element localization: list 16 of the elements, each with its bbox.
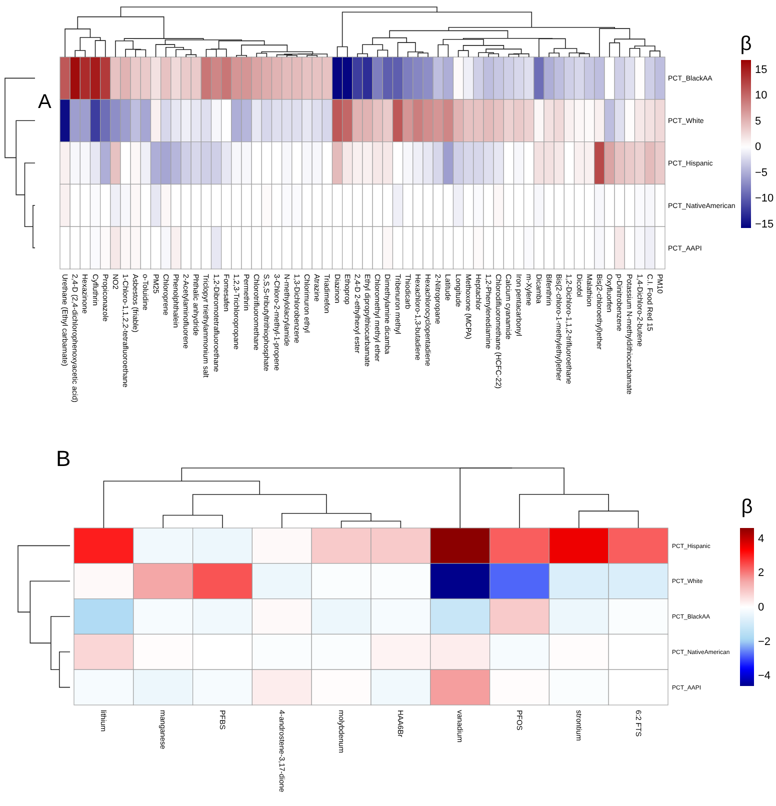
color-bar-label: 0 — [758, 602, 764, 614]
color-bar-label: 10 — [755, 90, 768, 102]
color-bar-label: 5 — [755, 115, 762, 128]
chart-title: B — [56, 446, 71, 471]
color-bar-label: 2 — [758, 567, 764, 580]
color-bar-label: 15 — [755, 64, 768, 76]
color-bar-label: −5 — [755, 166, 768, 179]
text: A — [38, 91, 52, 113]
color-bar-title: β — [740, 33, 752, 55]
color-bar-label: −2 — [758, 636, 771, 648]
color-bar-label: 4 — [758, 532, 764, 545]
color-bar-label: 0 — [755, 141, 762, 154]
color-bar-title: β — [741, 496, 753, 518]
color-bar-label: −10 — [755, 192, 774, 205]
color-bar-label: −15 — [755, 218, 774, 230]
color-bar-label: −4 — [758, 670, 771, 682]
